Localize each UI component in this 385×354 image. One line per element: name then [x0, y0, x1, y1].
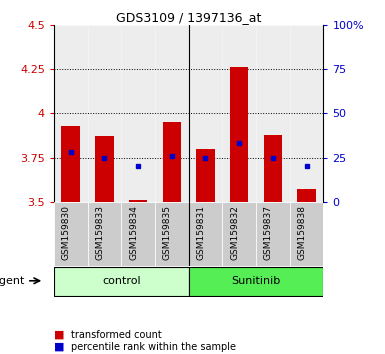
- Text: control: control: [102, 276, 141, 286]
- Text: transformed count: transformed count: [71, 330, 162, 339]
- Bar: [256, 25, 290, 202]
- Bar: [189, 267, 323, 296]
- Bar: [62, 126, 80, 202]
- Bar: [223, 25, 256, 202]
- Bar: [95, 136, 114, 202]
- Bar: [129, 200, 147, 202]
- Bar: [121, 202, 155, 266]
- Bar: [290, 202, 323, 266]
- Text: GSM159835: GSM159835: [163, 205, 172, 260]
- Bar: [189, 202, 223, 266]
- Bar: [230, 67, 248, 202]
- Text: ■: ■: [54, 330, 64, 339]
- Bar: [88, 25, 121, 202]
- Text: ■: ■: [54, 342, 64, 352]
- Text: GSM159832: GSM159832: [230, 205, 239, 260]
- Text: GSM159837: GSM159837: [264, 205, 273, 260]
- Bar: [54, 267, 189, 296]
- Bar: [54, 202, 88, 266]
- Text: GSM159834: GSM159834: [129, 205, 138, 260]
- Bar: [121, 25, 155, 202]
- Bar: [162, 122, 181, 202]
- Text: GSM159833: GSM159833: [95, 205, 104, 260]
- Text: GSM159831: GSM159831: [196, 205, 206, 260]
- Text: Sunitinib: Sunitinib: [231, 276, 281, 286]
- Bar: [256, 202, 290, 266]
- Bar: [264, 135, 282, 202]
- Bar: [155, 202, 189, 266]
- Bar: [196, 149, 215, 202]
- Bar: [297, 189, 316, 202]
- Bar: [155, 25, 189, 202]
- Bar: [223, 202, 256, 266]
- Bar: [290, 25, 323, 202]
- Bar: [189, 25, 223, 202]
- Text: GSM159830: GSM159830: [62, 205, 71, 260]
- Text: percentile rank within the sample: percentile rank within the sample: [71, 342, 236, 352]
- Title: GDS3109 / 1397136_at: GDS3109 / 1397136_at: [116, 11, 261, 24]
- Bar: [88, 202, 121, 266]
- Bar: [54, 25, 88, 202]
- Text: GSM159838: GSM159838: [298, 205, 306, 260]
- Text: agent: agent: [0, 276, 24, 286]
